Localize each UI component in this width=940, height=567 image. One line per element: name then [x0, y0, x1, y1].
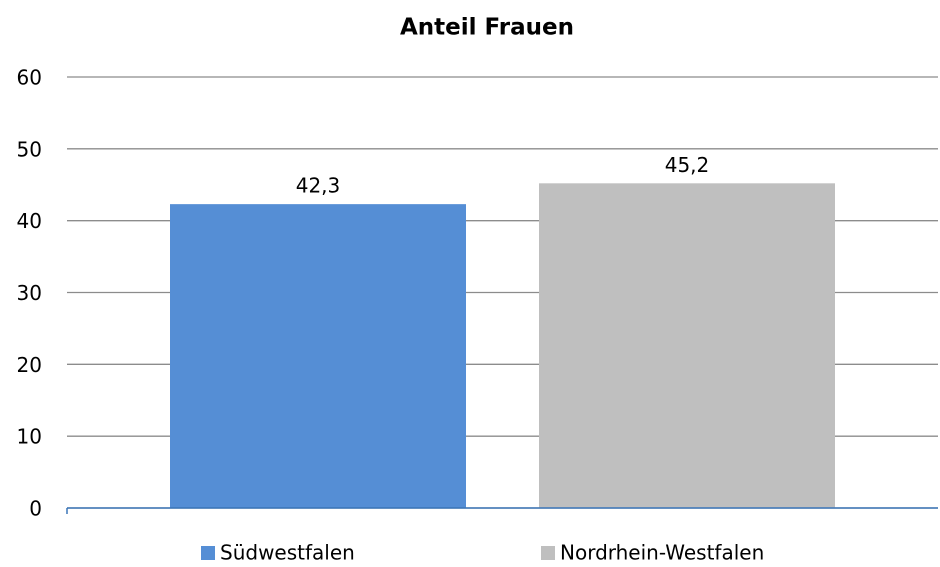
- y-tick-label: 10: [17, 425, 42, 449]
- chart-title: Anteil Frauen: [400, 15, 574, 41]
- legend-swatch: [541, 546, 555, 560]
- y-tick-label: 30: [17, 281, 42, 305]
- bar: [170, 204, 466, 508]
- bar: [539, 183, 835, 508]
- y-tick-label: 50: [17, 137, 42, 161]
- value-label: 45,2: [665, 153, 710, 177]
- y-tick-label: 60: [17, 66, 42, 90]
- legend-label: Nordrhein-Westfalen: [560, 541, 764, 565]
- legend-label: Südwestfalen: [220, 541, 355, 565]
- y-tick-label: 0: [29, 497, 42, 521]
- y-tick-label: 40: [17, 209, 42, 233]
- legend-swatch: [201, 546, 215, 560]
- value-label: 42,3: [296, 174, 341, 198]
- y-tick-label: 20: [17, 353, 42, 377]
